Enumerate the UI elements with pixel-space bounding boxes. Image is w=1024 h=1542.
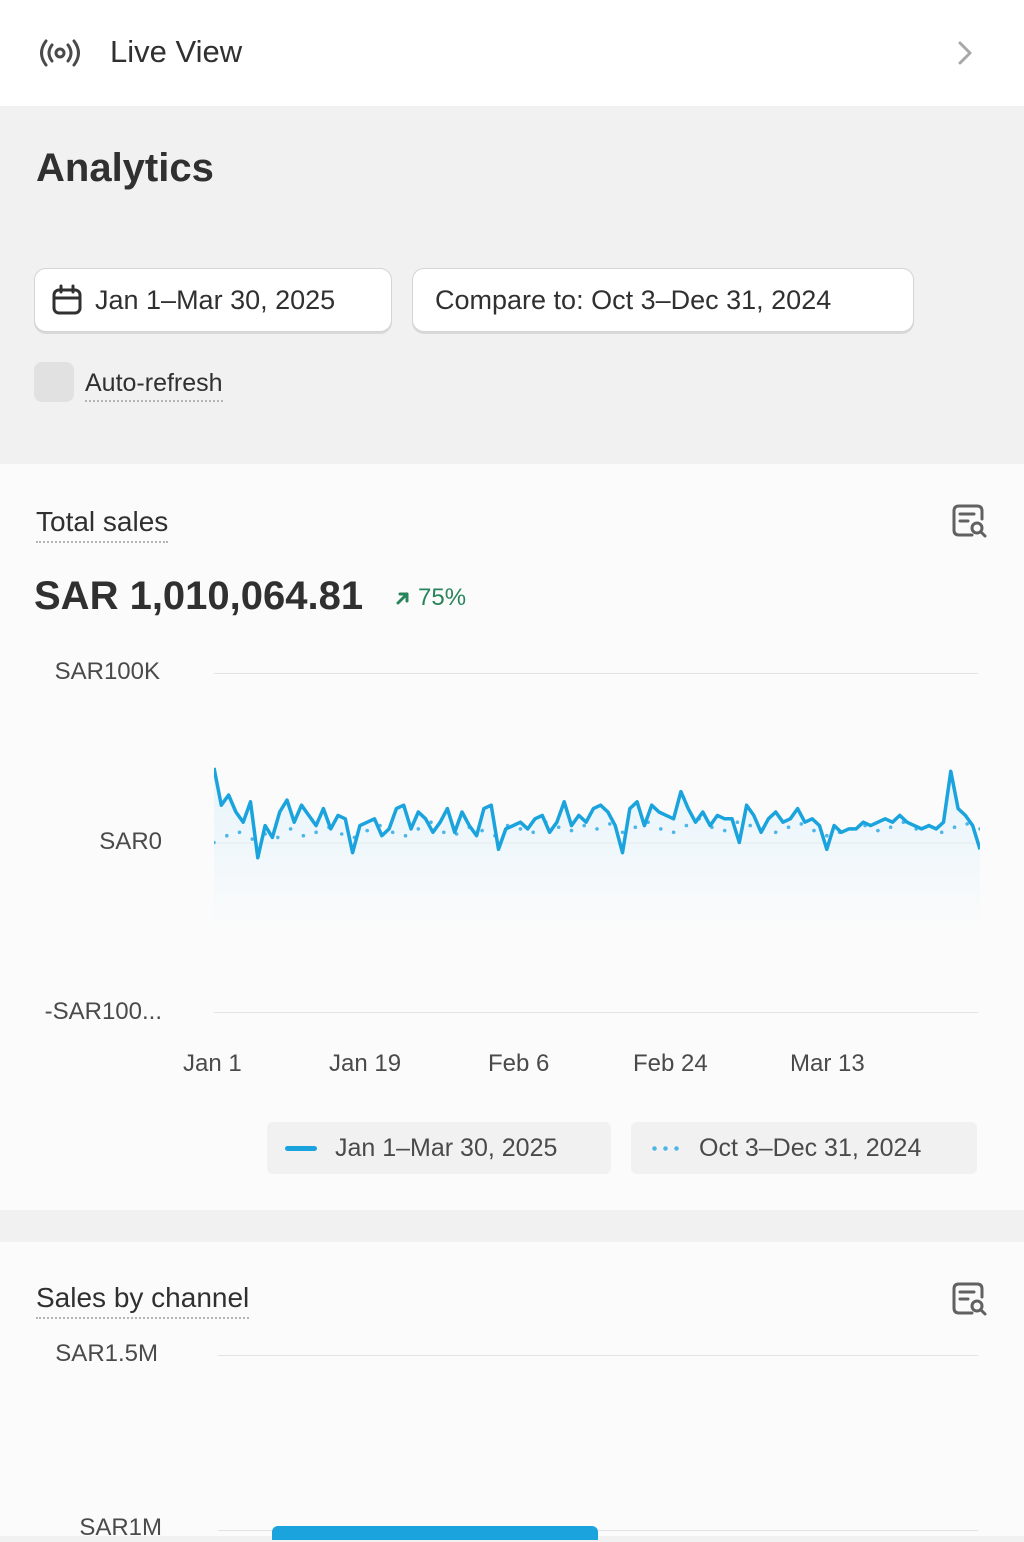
compare-point	[480, 828, 484, 833]
y-axis-label: SAR1M	[79, 1514, 162, 1541]
compare-date-button[interactable]: Compare to: Oct 3–Dec 31, 2024	[412, 268, 914, 332]
y-axis-label: SAR1.5M	[55, 1340, 158, 1367]
compare-point	[429, 820, 433, 824]
compare-point	[659, 827, 663, 831]
calendar-icon	[52, 284, 82, 315]
compare-point	[569, 828, 574, 833]
compare-point	[214, 840, 216, 845]
compare-point	[825, 833, 829, 838]
chevron-right-icon	[958, 41, 972, 65]
compare-point	[722, 828, 727, 833]
sales-by-channel-card: Sales by channel	[0, 1242, 1024, 1536]
compare-point	[595, 827, 599, 831]
compare-point	[799, 822, 804, 826]
compare-point	[671, 830, 676, 835]
gridline	[218, 1530, 978, 1531]
compare-point	[952, 825, 957, 829]
compare-point	[225, 833, 229, 838]
compare-point	[365, 828, 369, 833]
sales-by-channel-title[interactable]: Sales by channel	[36, 1282, 250, 1319]
compare-point	[978, 827, 980, 831]
compare-point	[314, 830, 318, 835]
compare-point	[301, 833, 306, 838]
y-axis-label: -SAR100...	[44, 998, 162, 1025]
auto-refresh-checkbox[interactable]	[34, 362, 74, 402]
total-sales-change: 75%	[394, 584, 466, 612]
compare-point	[876, 828, 880, 833]
y-axis-label: SAR0	[99, 828, 162, 855]
compare-point	[556, 825, 561, 829]
gridline	[214, 673, 978, 674]
legend-label: Oct 3–Dec 31, 2024	[699, 1133, 922, 1162]
compare-point	[608, 822, 612, 826]
compare-point	[812, 828, 816, 833]
legend-swatch-dotted	[649, 1145, 681, 1151]
explore-report-icon[interactable]	[950, 502, 988, 540]
x-axis-label: Jan 1	[183, 1050, 242, 1077]
x-axis-label: Mar 13	[790, 1050, 865, 1077]
date-range-button[interactable]: Jan 1–Mar 30, 2025	[34, 268, 392, 332]
compare-point	[684, 823, 689, 828]
compare-point	[416, 827, 421, 831]
compare-point	[403, 833, 408, 838]
total-sales-title[interactable]: Total sales	[36, 506, 169, 543]
compare-point	[276, 835, 280, 840]
total-sales-value: SAR 1,010,064.81	[34, 574, 364, 618]
compare-point	[250, 837, 255, 841]
legend-label: Jan 1–Mar 30, 2025	[335, 1133, 558, 1162]
compare-point	[582, 823, 586, 828]
total-sales-change-value: 75%	[418, 584, 467, 611]
auto-refresh-label[interactable]: Auto-refresh	[85, 369, 223, 402]
compare-point	[633, 825, 638, 829]
x-axis-label: Feb 6	[488, 1050, 550, 1077]
gridline	[218, 1355, 978, 1356]
live-view-row[interactable]: Live View	[0, 0, 1024, 106]
page-title: Analytics	[36, 146, 214, 190]
legend-item-compare[interactable]: Oct 3–Dec 31, 2024	[631, 1122, 977, 1174]
compare-point	[939, 830, 944, 835]
compare-point	[237, 830, 242, 835]
arrow-up-right-icon	[396, 592, 409, 605]
compare-point	[786, 825, 791, 829]
live-view-label: Live View	[110, 34, 243, 69]
compare-point	[888, 825, 893, 829]
compare-point	[620, 830, 625, 835]
compare-point	[735, 820, 740, 824]
explore-report-icon[interactable]	[950, 1280, 988, 1318]
y-axis-label: SAR100K	[54, 658, 160, 685]
legend-swatch-solid	[285, 1145, 317, 1151]
legend-item-current[interactable]: Jan 1–Mar 30, 2025	[267, 1122, 611, 1174]
x-axis-label: Jan 19	[329, 1050, 402, 1077]
gridline	[214, 1012, 978, 1013]
compare-point	[288, 827, 293, 831]
live-broadcast-icon	[40, 39, 80, 67]
x-axis-label: Feb 24	[633, 1050, 708, 1077]
current-series-line	[214, 767, 980, 860]
compare-point	[390, 830, 395, 835]
date-range-label: Jan 1–Mar 30, 2025	[95, 284, 336, 315]
compare-point	[965, 822, 969, 826]
channel-bar[interactable]	[272, 1526, 598, 1540]
current-series-area	[214, 767, 980, 930]
compare-point	[518, 827, 523, 831]
total-sales-chart	[214, 767, 980, 930]
compare-point	[531, 830, 535, 835]
compare-point	[748, 823, 752, 828]
compare-point	[339, 832, 344, 836]
compare-date-label: Compare to: Oct 3–Dec 31, 2024	[435, 284, 832, 315]
compare-point	[773, 830, 778, 835]
compare-point	[442, 830, 446, 835]
